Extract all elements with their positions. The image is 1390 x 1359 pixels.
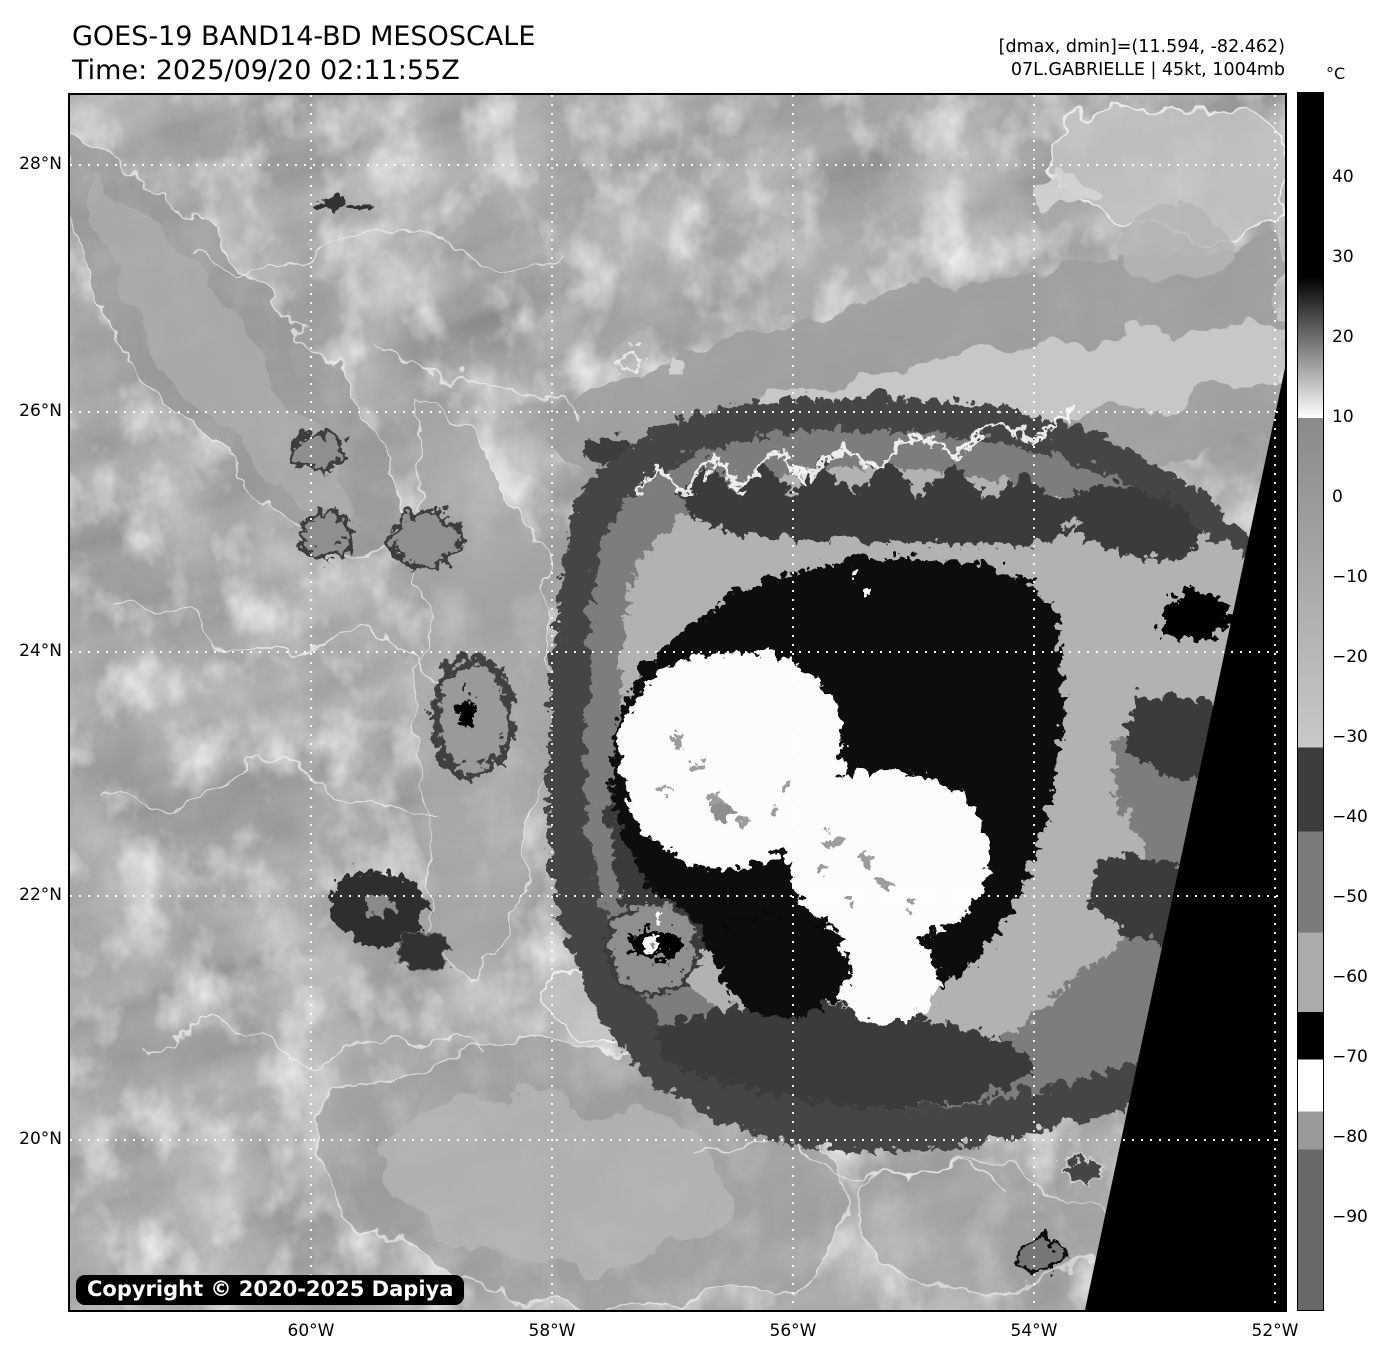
- dmax-dmin-readout: [dmax, dmin]=(11.594, -82.462): [998, 37, 1285, 57]
- mini-eye-feature: [599, 893, 697, 991]
- lon-tick-label: 58°W: [528, 1321, 576, 1341]
- figure-timestamp: Time: 2025/09/20 02:11:55Z: [72, 55, 460, 86]
- colorbar-tick-label: 10: [1332, 407, 1354, 427]
- lon-tick-label: 56°W: [769, 1321, 817, 1341]
- figure-title: GOES-19 BAND14-BD MESOSCALE: [72, 21, 536, 52]
- lat-tick-label: 26°N: [19, 401, 62, 421]
- satellite-image-panel: Copyright © 2020-2025 Dapiya: [68, 93, 1287, 1312]
- colorbar: [1297, 92, 1324, 1311]
- lat-tick-label: 20°N: [19, 1129, 62, 1149]
- colorbar-unit-label: °C: [1326, 64, 1346, 83]
- colorbar-tick-label: 20: [1332, 327, 1354, 347]
- colorbar-tick-label: −50: [1332, 887, 1368, 907]
- copyright-badge: Copyright © 2020-2025 Dapiya: [76, 1275, 465, 1305]
- lat-tick-label: 28°N: [19, 154, 62, 174]
- small-convective-features: [284, 191, 1100, 1268]
- colorbar-tick-label: 0: [1332, 487, 1343, 507]
- lat-tick-label: 22°N: [19, 885, 62, 905]
- lat-tick-label: 24°N: [19, 641, 62, 661]
- colorbar-tick-label: −20: [1332, 647, 1368, 667]
- colorbar-tick-label: −10: [1332, 567, 1368, 587]
- anvil-bright-rim: [628, 403, 1072, 494]
- colorbar-tick-label: −90: [1332, 1207, 1368, 1227]
- colorbar-tick-label: 40: [1332, 167, 1354, 187]
- storm-info-readout: 07L.GABRIELLE | 45kt, 1004mb: [1010, 60, 1285, 80]
- doughnut-cloud-cells: [611, 343, 679, 372]
- colorbar-tick-label: −30: [1332, 727, 1368, 747]
- colorbar-tick-label: −70: [1332, 1047, 1368, 1067]
- colorbar-tick-label: −60: [1332, 967, 1368, 987]
- scan-edge-wedge: [1085, 368, 1285, 1310]
- satellite-image: [70, 95, 1285, 1310]
- storm-enhanced-region: [541, 392, 1266, 1147]
- colorbar-tick-label: −80: [1332, 1127, 1368, 1147]
- lon-tick-label: 60°W: [287, 1321, 335, 1341]
- lon-tick-label: 52°W: [1251, 1321, 1299, 1341]
- colorbar-tick-label: −40: [1332, 807, 1368, 827]
- lon-tick-label: 54°W: [1010, 1321, 1058, 1341]
- colorbar-tick-label: 30: [1332, 247, 1354, 267]
